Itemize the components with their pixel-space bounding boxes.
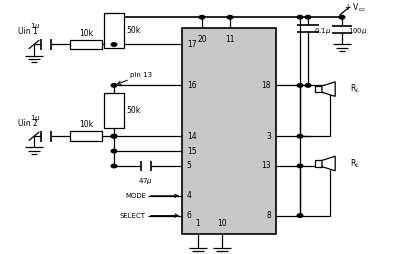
Text: $1\mu$: $1\mu$ [30, 21, 40, 31]
Text: 100$\mu$: 100$\mu$ [348, 26, 368, 36]
Text: R$_L$: R$_L$ [350, 83, 360, 95]
Text: 6: 6 [187, 211, 192, 220]
Text: pin 13: pin 13 [130, 72, 152, 78]
Text: 3: 3 [266, 132, 271, 141]
Text: MODE: MODE [125, 193, 146, 199]
Circle shape [111, 84, 117, 87]
Bar [300, 85, 330, 136]
Polygon shape [322, 156, 335, 171]
Bar [104, 13, 124, 48]
Circle shape [297, 214, 303, 217]
Text: 10: 10 [217, 219, 227, 228]
Text: 47$\mu$: 47$\mu$ [138, 176, 154, 186]
Circle shape [111, 134, 117, 138]
Text: 11: 11 [225, 35, 235, 43]
Circle shape [111, 134, 117, 138]
Bar [70, 40, 102, 50]
Text: 17: 17 [187, 40, 196, 49]
Text: 20: 20 [197, 35, 207, 43]
Text: $1\mu$: $1\mu$ [30, 113, 40, 123]
Circle shape [297, 84, 303, 87]
Text: 5: 5 [187, 162, 192, 170]
Text: 4: 4 [187, 191, 192, 200]
Text: 10k: 10k [79, 28, 93, 38]
Circle shape [297, 134, 303, 138]
Circle shape [339, 15, 345, 19]
Text: Uin 1: Uin 1 [18, 27, 38, 36]
Text: 16: 16 [187, 81, 196, 90]
Circle shape [297, 15, 303, 19]
Circle shape [111, 43, 117, 46]
Bar [315, 86, 322, 92]
Text: 18: 18 [262, 81, 271, 90]
Circle shape [297, 164, 303, 168]
Text: SELECT: SELECT [120, 213, 146, 219]
Circle shape [305, 84, 311, 87]
Bar [70, 131, 102, 141]
Text: + V$_{cc}$: + V$_{cc}$ [344, 2, 366, 14]
Circle shape [305, 15, 311, 19]
Bar [104, 93, 124, 128]
Circle shape [111, 149, 117, 153]
Text: R$_L$: R$_L$ [350, 157, 360, 170]
Text: 1: 1 [196, 219, 200, 228]
Bar [300, 166, 330, 216]
Text: 13: 13 [262, 162, 271, 170]
Text: 15: 15 [187, 147, 196, 156]
Text: 50k: 50k [126, 106, 140, 115]
Text: Uin 2: Uin 2 [18, 119, 38, 128]
Bar [315, 160, 322, 167]
Text: 8: 8 [266, 211, 271, 220]
Circle shape [199, 15, 205, 19]
Circle shape [111, 164, 117, 168]
Text: 10k: 10k [79, 120, 93, 129]
Text: 0.1$\mu$: 0.1$\mu$ [314, 26, 331, 36]
Text: 50k: 50k [126, 26, 140, 35]
Circle shape [227, 15, 233, 19]
Bar [182, 28, 276, 234]
Text: 14: 14 [187, 132, 196, 141]
Polygon shape [322, 82, 335, 97]
